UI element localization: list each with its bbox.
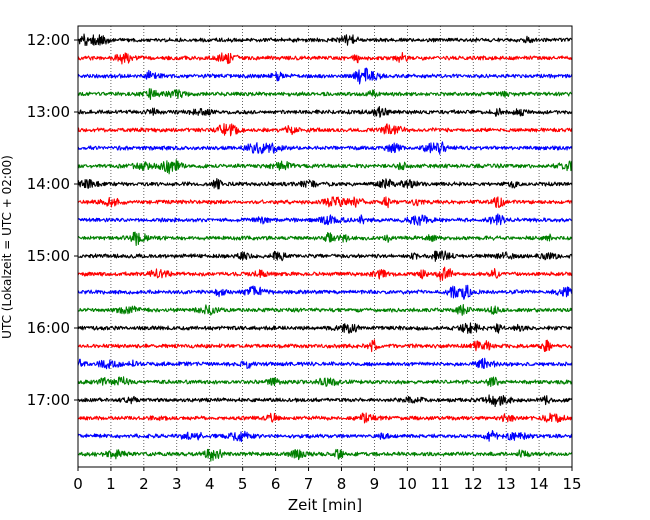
x-tick-label: 6 xyxy=(271,475,281,493)
x-tick-label: 4 xyxy=(205,475,215,493)
x-tick-label: 7 xyxy=(304,475,314,493)
x-tick-label: 1 xyxy=(106,475,116,493)
y-tick-label: 16:00 xyxy=(27,319,70,337)
trace-line xyxy=(77,196,573,209)
trace-line xyxy=(77,33,573,47)
y-tick-label: 14:00 xyxy=(27,175,70,193)
y-axis-label: UTC (Lokalzeit = UTC + 02:00) xyxy=(0,155,14,339)
trace-line xyxy=(77,412,573,424)
x-tick-label: 8 xyxy=(337,475,347,493)
x-axis-label: Zeit [min] xyxy=(288,496,362,514)
y-tick-label: 13:00 xyxy=(27,103,70,121)
trace-line xyxy=(77,376,573,388)
trace-line xyxy=(77,339,573,353)
x-tick-label: 11 xyxy=(431,475,450,493)
x-tick-label: 13 xyxy=(497,475,516,493)
x-tick-label: 12 xyxy=(464,475,483,493)
x-tick-label: 0 xyxy=(73,475,83,493)
trace-line xyxy=(77,266,573,281)
y-tick-label: 12:00 xyxy=(27,31,70,49)
trace-line xyxy=(77,159,573,175)
trace-line xyxy=(77,67,573,85)
trace-line xyxy=(77,357,573,370)
trace-line xyxy=(77,250,573,262)
x-tick-label: 9 xyxy=(370,475,380,493)
x-tick-label: 15 xyxy=(562,475,581,493)
x-tick-label: 2 xyxy=(139,475,149,493)
x-tick-label: 10 xyxy=(398,475,417,493)
trace-line xyxy=(77,177,573,190)
trace-line xyxy=(77,88,573,100)
trace-line xyxy=(77,284,573,300)
y-tick-label: 15:00 xyxy=(27,247,70,265)
trace-line xyxy=(77,394,573,407)
trace-line xyxy=(77,141,573,155)
x-tick-label: 5 xyxy=(238,475,248,493)
plot-frame xyxy=(77,25,573,468)
trace-line xyxy=(77,303,573,316)
trace-group xyxy=(77,33,573,462)
trace-line xyxy=(77,106,573,118)
trace-line xyxy=(77,123,573,137)
trace-line xyxy=(77,231,573,247)
trace-line xyxy=(77,448,573,462)
trace-line xyxy=(77,322,573,334)
x-tick-label: 3 xyxy=(172,475,182,493)
trace-line xyxy=(77,430,573,443)
trace-line xyxy=(77,213,573,226)
x-tick-label: 14 xyxy=(530,475,549,493)
y-axis: 12:00 13:00 14:00 15:00 16:00 17:00 xyxy=(27,31,78,409)
trace-line xyxy=(77,51,573,65)
x-axis: 0 1 2 3 4 5 6 7 8 9 10 11 12 13 14 15 xyxy=(73,467,582,493)
y-tick-label: 17:00 xyxy=(27,391,70,409)
